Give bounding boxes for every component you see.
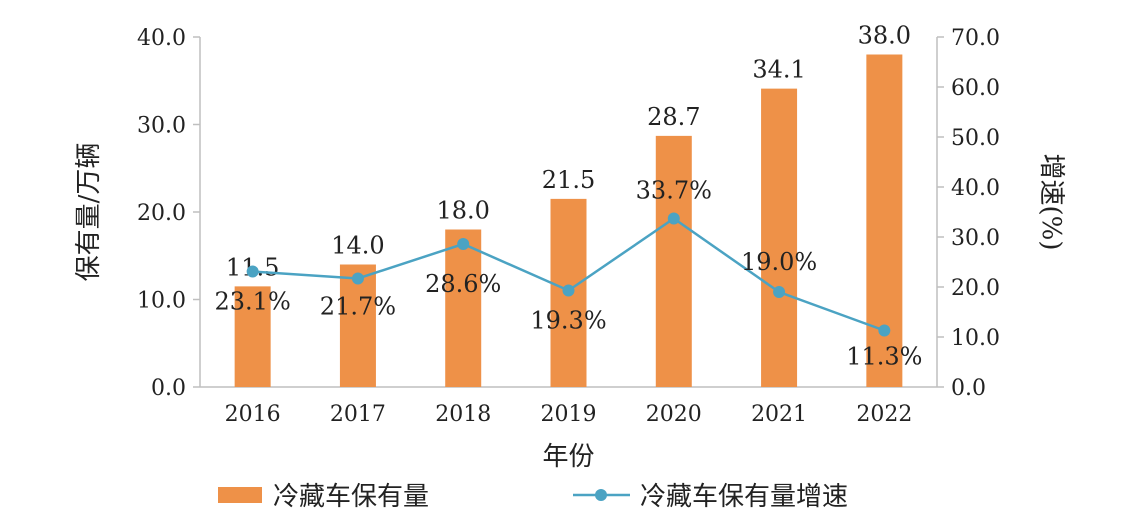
left-y-tick-label: 20.0 [137, 201, 186, 226]
line-point [351, 272, 364, 285]
line-value-label: 28.6% [425, 270, 501, 298]
line-point [878, 324, 891, 337]
x-tick-label: 2021 [751, 402, 807, 427]
bar-value-label: 28.7 [647, 103, 700, 131]
right-y-axis-title: 增速(%) [1036, 154, 1066, 251]
x-axis-title: 年份 [542, 442, 594, 472]
legend-bar-swatch [218, 487, 262, 503]
bar [655, 135, 692, 387]
bar-value-labels: 11.514.018.021.528.734.138.0 [226, 22, 911, 282]
right-y-tick-label: 70.0 [951, 26, 1000, 51]
line-value-labels: 23.1% 21.7% 28.6% 19.3% 33.7% 19.0% 11.3% [215, 177, 923, 371]
x-tick-label: 2022 [856, 402, 912, 427]
bar-value-label: 34.1 [752, 56, 805, 84]
legend-line-marker [595, 489, 607, 501]
bar [234, 286, 271, 387]
bar-value-label: 18.0 [436, 197, 489, 225]
line-point [246, 265, 259, 278]
bar [445, 229, 482, 387]
x-tick-label: 2018 [435, 402, 491, 427]
x-tick-labels: 2016 2017 2018 2019 2020 2021 2022 [225, 402, 913, 427]
legend: 冷藏车保有量 冷藏车保有量增速 [218, 482, 848, 512]
right-y-tick-label: 30.0 [951, 226, 1000, 251]
legend-line-label: 冷藏车保有量增速 [640, 482, 848, 512]
x-tick-label: 2017 [330, 402, 386, 427]
legend-bar-label: 冷藏车保有量 [273, 482, 429, 512]
x-tick-label: 2020 [646, 402, 702, 427]
left-y-tick-label: 30.0 [137, 114, 186, 139]
line-point [773, 286, 786, 298]
line-value-label: 21.7% [320, 293, 396, 321]
line-point [562, 284, 575, 297]
line-value-label: 11.3% [846, 343, 922, 371]
right-y-tick-labels: 0.0 10.0 20.0 30.0 40.0 50.0 60.0 70.0 [937, 26, 1000, 401]
line-value-label: 33.7% [636, 177, 712, 205]
left-y-axis-title: 保有量/万辆 [74, 143, 104, 282]
bar-value-label: 21.5 [542, 166, 595, 194]
right-y-tick-label: 10.0 [951, 326, 1000, 351]
line-point [457, 238, 470, 250]
x-tick-label: 2016 [225, 402, 281, 427]
bar-series [234, 54, 903, 387]
right-y-tick-label: 40.0 [951, 176, 1000, 201]
left-y-tick-label: 10.0 [137, 289, 186, 314]
left-y-tick-label: 0.0 [151, 376, 186, 401]
line-value-label: 19.0% [741, 248, 817, 276]
bar [866, 54, 903, 387]
x-tick-label: 2019 [541, 402, 597, 427]
bar [339, 264, 376, 387]
left-y-tick-label: 40.0 [137, 26, 186, 51]
line-value-label: 23.1% [215, 288, 291, 316]
right-y-tick-label: 50.0 [951, 126, 1000, 151]
right-y-tick-label: 60.0 [951, 76, 1000, 101]
right-y-tick-label: 20.0 [951, 276, 1000, 301]
line-series [246, 212, 891, 337]
bar-value-label: 38.0 [858, 22, 911, 50]
line-point [667, 212, 680, 225]
bar-value-label: 14.0 [331, 232, 384, 260]
bar [761, 88, 798, 387]
left-y-tick-labels: 0.0 10.0 20.0 30.0 40.0 [137, 26, 200, 401]
right-y-tick-label: 0.0 [951, 376, 986, 401]
line-value-label: 19.3% [530, 307, 606, 335]
